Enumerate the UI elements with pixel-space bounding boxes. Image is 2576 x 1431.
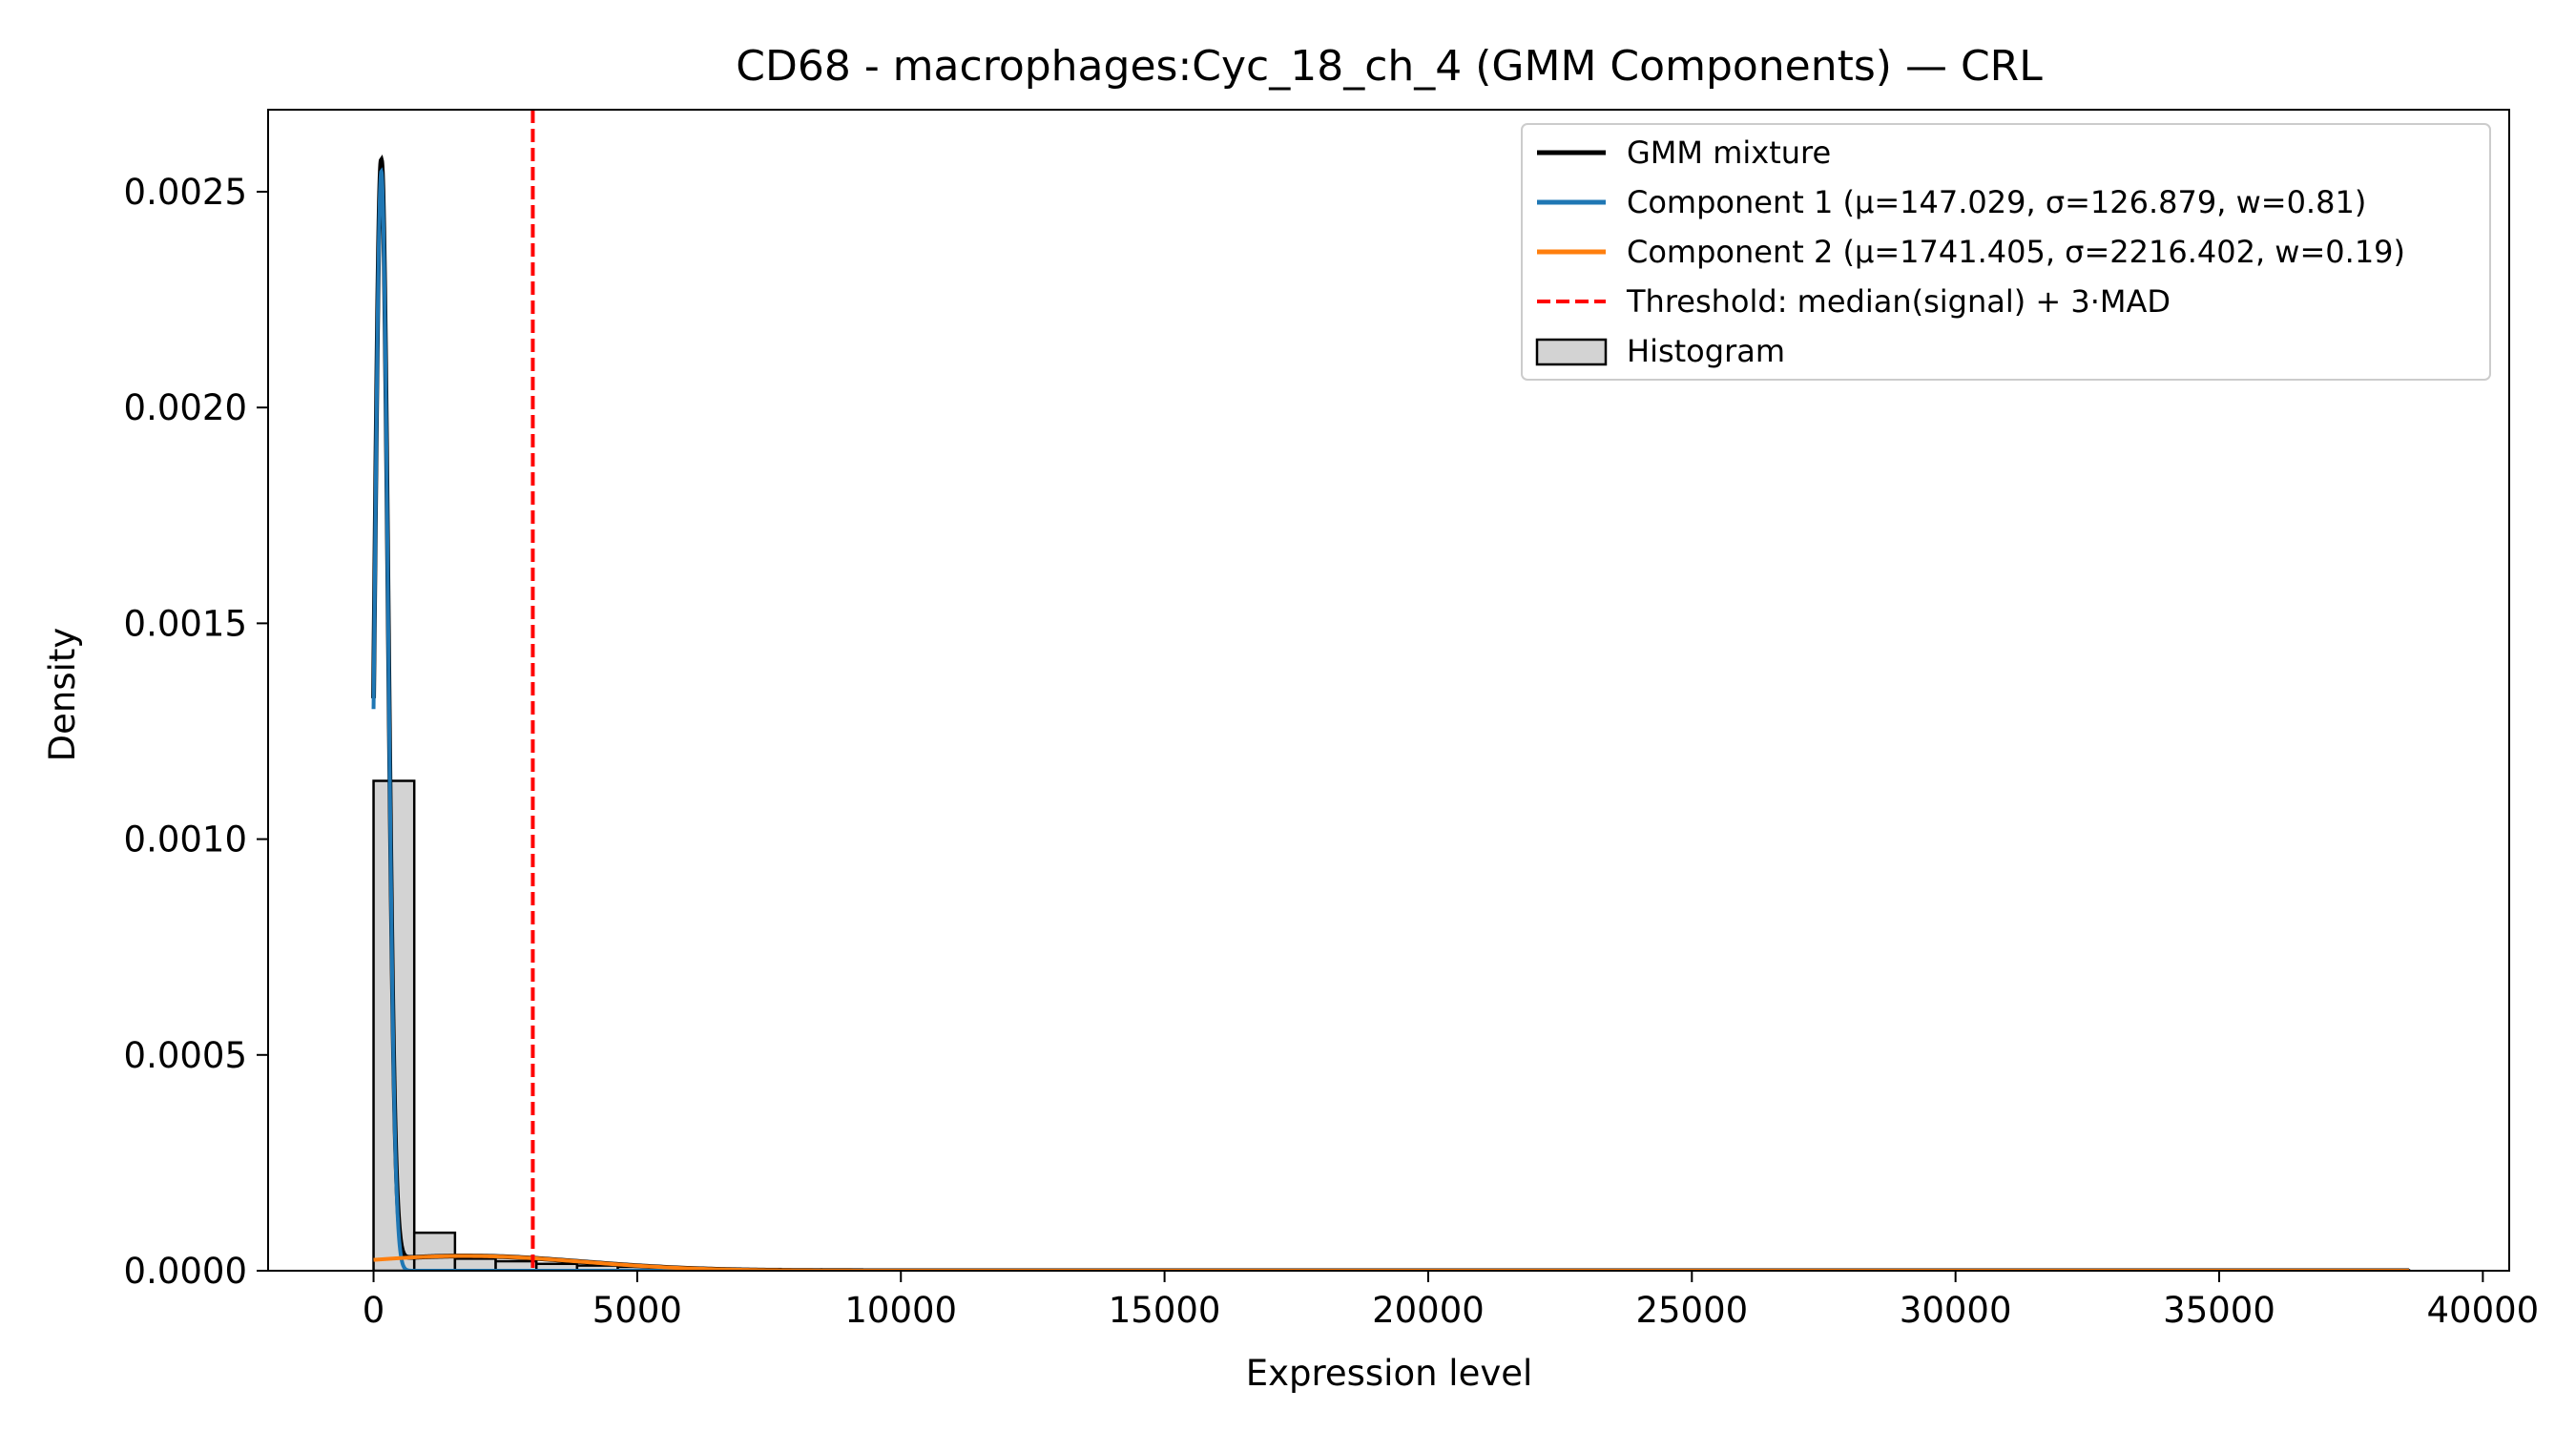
y-tick-label: 0.0000: [124, 1251, 247, 1292]
histogram-bar: [372, 779, 416, 1271]
x-axis-label: Expression level: [1246, 1353, 1533, 1394]
x-tick-label: 30000: [1900, 1290, 2012, 1331]
y-tick-label: 0.0025: [124, 172, 247, 213]
axes-frame: [267, 109, 2510, 1272]
x-tick-label: 10000: [844, 1290, 957, 1331]
legend-threshold-label: Threshold: median(signal) + 3·MAD: [1626, 283, 2171, 320]
legend-histogram-label: Histogram: [1627, 333, 1785, 369]
x-tick-label: 20000: [1372, 1290, 1485, 1331]
x-tick-label: 35000: [2163, 1290, 2275, 1331]
y-axis-ticks: 0.0000 0.0005 0.0010 0.0015 0.0020 0.0025: [124, 172, 268, 1292]
y-tick-label: 0.0015: [124, 603, 247, 644]
legend: GMM mixture Component 1 (μ=147.029, σ=126…: [1521, 123, 2491, 381]
x-axis-ticks: 0 5000 10000 15000 20000 25000 30000 35000 40000: [363, 1271, 2539, 1331]
histogram-bar: [412, 1231, 457, 1271]
legend-component-2-label: Component 2 (μ=1741.405, σ=2216.402, w=0…: [1627, 234, 2405, 270]
y-tick-label: 0.0020: [124, 387, 247, 428]
component-2-line: [373, 1254, 2409, 1271]
legend-component-1-label: Component 1 (μ=147.029, σ=126.879, w=0.8…: [1627, 184, 2366, 220]
y-tick-label: 0.0005: [124, 1035, 247, 1076]
legend-box: [1521, 123, 2491, 381]
x-tick-label: 25000: [1635, 1290, 1748, 1331]
x-tick-label: 0: [363, 1290, 385, 1331]
y-tick-label: 0.0010: [124, 819, 247, 861]
x-tick-label: 40000: [2427, 1290, 2540, 1331]
x-tick-label: 5000: [592, 1290, 682, 1331]
legend-histogram-swatch: [1535, 338, 1608, 366]
axes: [267, 109, 2510, 1272]
x-tick-label: 15000: [1109, 1290, 1221, 1331]
legend-mixture-label: GMM mixture: [1627, 135, 1831, 171]
y-axis-label: Density: [42, 628, 83, 762]
chart-title: CD68 - macrophages:Cyc_18_ch_4 (GMM Comp…: [736, 42, 2043, 91]
